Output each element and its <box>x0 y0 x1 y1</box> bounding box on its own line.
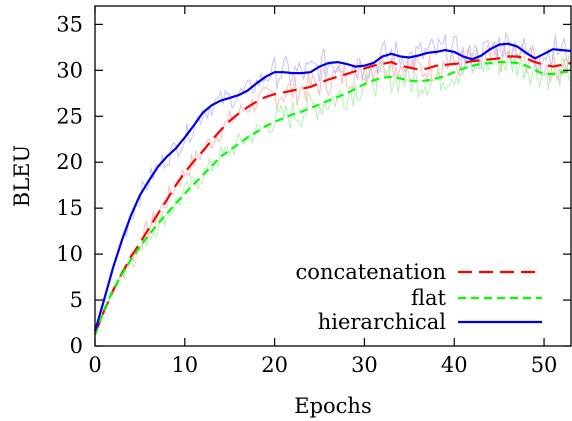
x-tick-label: 0 <box>88 353 101 377</box>
y-tick-label: 35 <box>56 12 83 36</box>
y-tick-label: 10 <box>56 242 83 266</box>
noise-trace-concatenation <box>94 41 570 335</box>
noise-trace-flat <box>94 50 570 337</box>
x-tick-label: 40 <box>441 353 468 377</box>
y-tick-label: 20 <box>56 150 83 174</box>
series-line-hierarchical <box>93 42 572 332</box>
plot-area-frame <box>94 5 572 347</box>
axis-ticks <box>94 6 571 347</box>
axis-tick-labels: 0 10 20 30 40 50 0 5 10 15 20 25 30 35 <box>56 12 557 377</box>
y-axis-title: BLEU <box>10 145 34 207</box>
x-tick-label: 10 <box>171 353 198 377</box>
x-tick-label: 30 <box>351 353 378 377</box>
series-line-flat <box>93 60 572 336</box>
y-tick-label: 25 <box>56 104 83 128</box>
legend-label-concatenation: concatenation <box>296 260 446 284</box>
x-axis-title: Epochs <box>294 394 371 418</box>
x-tick-label: 50 <box>531 353 558 377</box>
y-tick-label: 30 <box>56 58 83 82</box>
legend-label-flat: flat <box>411 286 447 310</box>
y-tick-label: 5 <box>70 288 83 312</box>
series-lines <box>93 42 572 336</box>
legend-label-hierarchical: hierarchical <box>318 310 447 334</box>
y-tick-label: 0 <box>70 334 83 358</box>
y-tick-label: 15 <box>56 196 83 220</box>
series-line-concatenation <box>93 55 572 335</box>
x-tick-label: 20 <box>261 353 288 377</box>
